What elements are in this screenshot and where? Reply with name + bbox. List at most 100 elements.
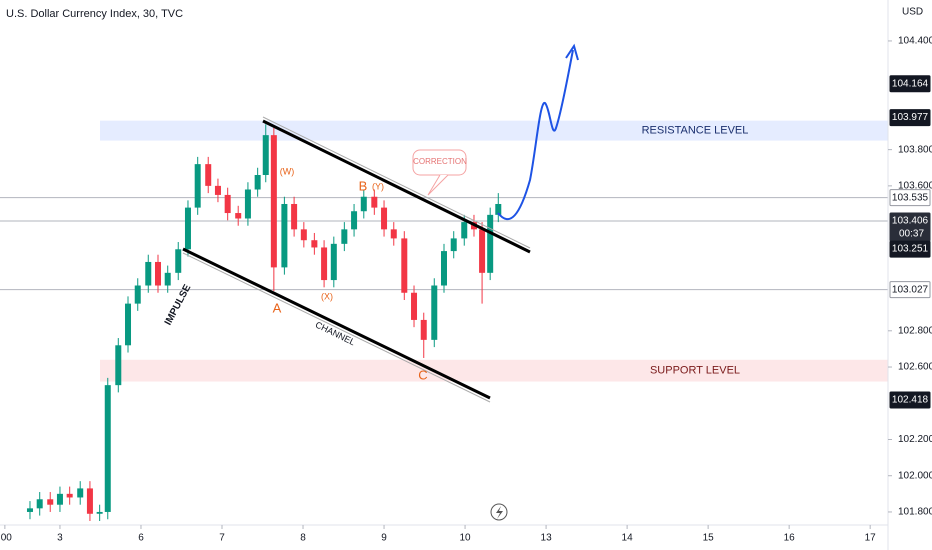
candle-body	[390, 229, 397, 239]
candle-body	[381, 207, 388, 230]
x-tick-label: 3	[57, 533, 63, 544]
candle-body	[47, 499, 54, 505]
candle-body	[401, 238, 408, 293]
axis-unit: USD	[902, 7, 923, 18]
x-tick-label: 13	[541, 533, 553, 544]
channel-lower	[182, 247, 491, 400]
price-label-box	[889, 281, 931, 299]
projection-arrow	[497, 49, 574, 220]
candle-body	[487, 214, 494, 273]
price-label-box	[889, 189, 931, 207]
candle-body	[311, 240, 318, 248]
candle-body	[262, 135, 269, 175]
candle-body	[36, 499, 43, 509]
candle-body	[441, 251, 447, 286]
price-label: 103.977	[892, 112, 929, 123]
under-layer: RESISTANCE LEVEL SUPPORT LEVEL	[0, 120, 888, 382]
price-label: 103.251	[892, 244, 929, 255]
candle-body	[495, 203, 502, 215]
zone	[100, 359, 888, 382]
candle-body	[96, 511, 103, 514]
x-tick-label: 7	[219, 533, 225, 544]
price-label: 103.027	[892, 284, 929, 295]
x-tick-label: 15	[703, 533, 715, 544]
candle-body	[341, 229, 348, 244]
candle-body	[86, 488, 93, 514]
price-label-box	[889, 109, 931, 127]
price-label-box	[889, 75, 931, 93]
wave-x: (X)	[321, 291, 333, 301]
candle-body	[330, 243, 337, 281]
x-tick-label: 14	[622, 533, 634, 544]
y-tick-label: 102.800	[898, 325, 932, 336]
candle-body	[77, 488, 84, 498]
candle-body	[235, 213, 242, 219]
wave-b: B	[359, 178, 368, 193]
candle-body	[175, 249, 182, 273]
y-tick-label: 102.600	[898, 362, 932, 373]
x-tick-label: 10	[460, 533, 472, 544]
price-label: 103.535	[892, 192, 929, 203]
wave-y: (Y)	[372, 181, 384, 191]
price-label: 104.164	[892, 78, 929, 89]
callout-tail	[427, 174, 449, 196]
y-tick-label: 102.200	[898, 434, 932, 445]
lightning-bolt	[496, 506, 503, 519]
y-tick-label: 103.600	[898, 181, 932, 192]
wave-a: A	[273, 300, 282, 315]
y-tick-label: 101.800	[898, 507, 932, 518]
candle-body	[125, 303, 132, 346]
candle-body	[56, 493, 63, 505]
candle-body	[420, 319, 427, 340]
price-label: 102.418	[892, 395, 929, 406]
candle-body	[164, 272, 171, 286]
x-tick-label: 6	[138, 533, 144, 544]
channel-lower-shadow	[182, 252, 491, 403]
candle-body	[66, 493, 73, 498]
candle-body	[115, 345, 122, 386]
candle-body	[461, 222, 468, 239]
candle-body	[214, 185, 221, 195]
candle-body	[321, 247, 328, 281]
x-tick-label: 17	[865, 533, 877, 544]
price-label-box	[889, 391, 931, 409]
candle-body	[184, 207, 191, 250]
candle-body	[450, 238, 457, 252]
candle-body	[244, 189, 251, 219]
candles	[26, 124, 502, 522]
wave-c: C	[418, 367, 427, 382]
y-tick-label: 102.000	[898, 470, 932, 481]
y-tick-label: 104.400	[898, 36, 932, 47]
candle-body	[371, 196, 378, 208]
x-tick-label: 16	[784, 533, 796, 544]
price-label: 103.406	[892, 216, 929, 227]
candle-body	[104, 385, 111, 512]
candle-body	[194, 164, 201, 208]
x-tick-label: :00	[0, 533, 12, 544]
chart-title: U.S. Dollar Currency Index, 30, TVC	[6, 8, 183, 20]
candle-body	[134, 285, 141, 304]
candle-body	[145, 261, 152, 286]
candle-body	[270, 135, 277, 268]
candle-body	[431, 285, 438, 340]
y-tick-label: 103.800	[898, 144, 932, 155]
candle-body	[291, 203, 298, 230]
channel-upper	[262, 119, 531, 254]
candle-body	[281, 203, 288, 268]
arrow-head	[565, 43, 579, 61]
candle-body	[360, 196, 367, 212]
countdown: 00:37	[899, 229, 924, 240]
wave-w: (W)	[280, 166, 295, 176]
x-tick-label: 8	[300, 533, 306, 544]
candle-body	[351, 211, 358, 230]
candle-body	[300, 229, 307, 241]
candle-body	[154, 261, 161, 286]
candle-body	[479, 229, 486, 273]
x-tick-label: 9	[381, 533, 387, 544]
candle-body	[254, 175, 261, 190]
zone-label: RESISTANCE LEVEL	[642, 125, 749, 137]
zone	[100, 120, 888, 141]
